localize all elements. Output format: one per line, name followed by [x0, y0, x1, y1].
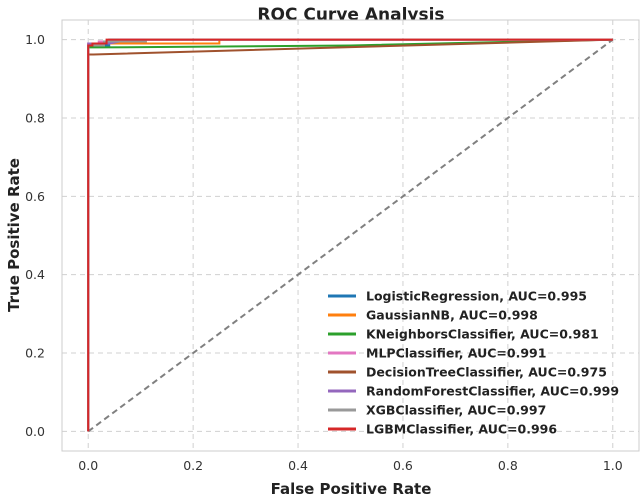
legend-label: LGBMClassifier, AUC=0.996	[366, 422, 557, 437]
chance-diagonal-line	[87, 38, 614, 433]
x-tick-label: 0.6	[393, 458, 413, 473]
x-tick-labels: 0.0 0.2 0.4 0.6 0.8 1.0	[78, 458, 622, 473]
x-tick-label: 0.2	[183, 458, 203, 473]
legend-label: KNeighborsClassifier, AUC=0.981	[366, 327, 599, 342]
y-tick-label: 0.8	[25, 110, 45, 125]
legend-label: MLPClassifier, AUC=0.991	[366, 346, 546, 361]
series-layer	[87, 38, 614, 433]
x-tick-label: 0.8	[498, 458, 518, 473]
y-tick-labels: 0.0 0.2 0.4 0.6 0.8 1.0	[25, 32, 45, 439]
y-tick-label: 0.4	[25, 267, 45, 282]
x-tick-label: 0.0	[78, 458, 98, 473]
legend-label: XGBClassifier, AUC=0.997	[366, 403, 546, 418]
plot-area	[61, 19, 640, 452]
y-axis-label: True Positive Rate	[5, 158, 23, 312]
y-tick-label: 0.2	[25, 346, 45, 361]
legend: LogisticRegression, AUC=0.995 GaussianNB,…	[328, 289, 619, 437]
x-axis-label: False Positive Rate	[271, 480, 432, 498]
x-tick-label: 1.0	[603, 458, 623, 473]
y-tick-label: 0.0	[25, 424, 45, 439]
legend-label: DecisionTreeClassifier, AUC=0.975	[366, 365, 607, 380]
y-tick-label: 1.0	[25, 32, 45, 47]
y-tick-label: 0.6	[25, 189, 45, 204]
legend-label: GaussianNB, AUC=0.998	[366, 308, 538, 323]
roc-line-lgbmclassifier	[87, 38, 613, 432]
legend-label: RandomForestClassifier, AUC=0.999	[366, 384, 619, 399]
legend-label: LogisticRegression, AUC=0.995	[366, 289, 587, 304]
x-tick-label: 0.4	[288, 458, 308, 473]
